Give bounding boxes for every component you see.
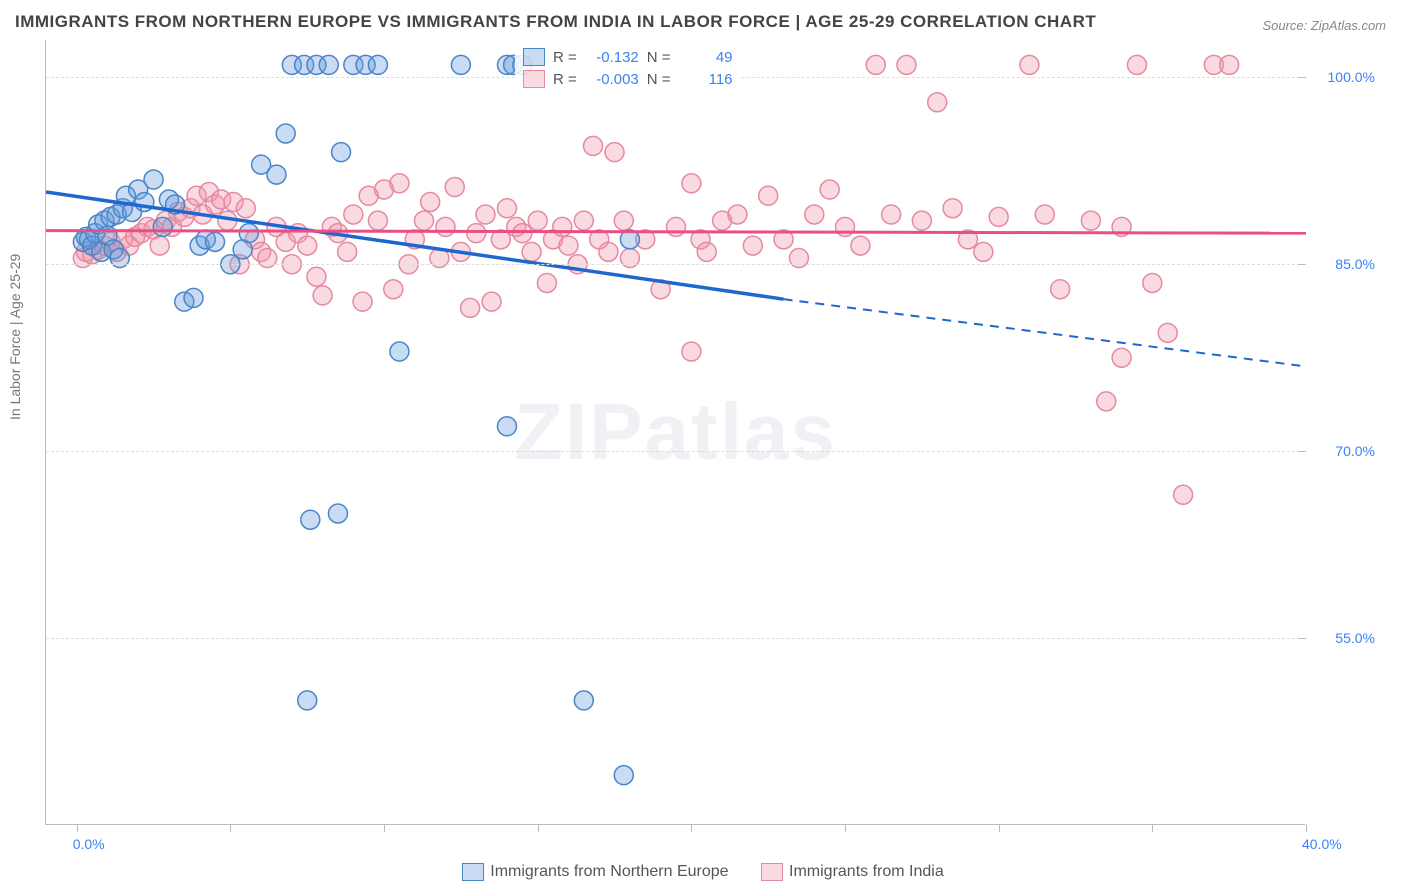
ytick-label: 55.0% xyxy=(1335,630,1375,646)
ytick-label: 70.0% xyxy=(1335,443,1375,459)
stat-n-blue: 49 xyxy=(679,49,733,66)
stat-n-label-2: N = xyxy=(647,71,671,88)
legend-stats-row-blue: R = -0.132 N = 49 xyxy=(523,46,733,68)
xtick-label: 0.0% xyxy=(73,836,105,852)
stat-r-blue: -0.132 xyxy=(585,49,639,66)
ytick-label: 85.0% xyxy=(1335,256,1375,272)
stat-r-label-2: R = xyxy=(553,71,577,88)
stat-n-label: N = xyxy=(647,49,671,66)
ytick-label: 100.0% xyxy=(1328,69,1375,85)
legend-item-blue: Immigrants from Northern Europe xyxy=(462,863,728,881)
legend-swatch-pink-icon xyxy=(761,863,783,881)
chart-title: IMMIGRANTS FROM NORTHERN EUROPE VS IMMIG… xyxy=(15,12,1096,32)
legend-label-blue: Immigrants from Northern Europe xyxy=(490,863,728,881)
source-label: Source: ZipAtlas.com xyxy=(1262,18,1386,33)
legend-stats-row-pink: R = -0.003 N = 116 xyxy=(523,68,733,90)
legend-swatch-blue xyxy=(523,48,545,66)
legend-label-pink: Immigrants from India xyxy=(789,863,944,881)
bottom-legend: Immigrants from Northern Europe Immigran… xyxy=(0,863,1406,886)
stat-n-pink: 116 xyxy=(679,71,733,88)
xtick-label: 40.0% xyxy=(1302,836,1342,852)
legend-swatch-pink xyxy=(523,70,545,88)
plot-area: ZIPatlas 55.0%70.0%85.0%100.0%0.0%40.0% xyxy=(45,40,1305,825)
stat-r-label: R = xyxy=(553,49,577,66)
chart-svg xyxy=(46,40,1306,825)
gridline xyxy=(46,638,1305,639)
gridline xyxy=(46,451,1305,452)
y-axis-label: In Labor Force | Age 25-29 xyxy=(7,254,23,420)
legend-stats-box: R = -0.132 N = 49 R = -0.003 N = 116 xyxy=(515,42,741,94)
legend-swatch-blue-icon xyxy=(462,863,484,881)
chart-container: IMMIGRANTS FROM NORTHERN EUROPE VS IMMIG… xyxy=(0,0,1406,892)
legend-item-pink: Immigrants from India xyxy=(761,863,944,881)
gridline xyxy=(46,264,1305,265)
stat-r-pink: -0.003 xyxy=(585,71,639,88)
